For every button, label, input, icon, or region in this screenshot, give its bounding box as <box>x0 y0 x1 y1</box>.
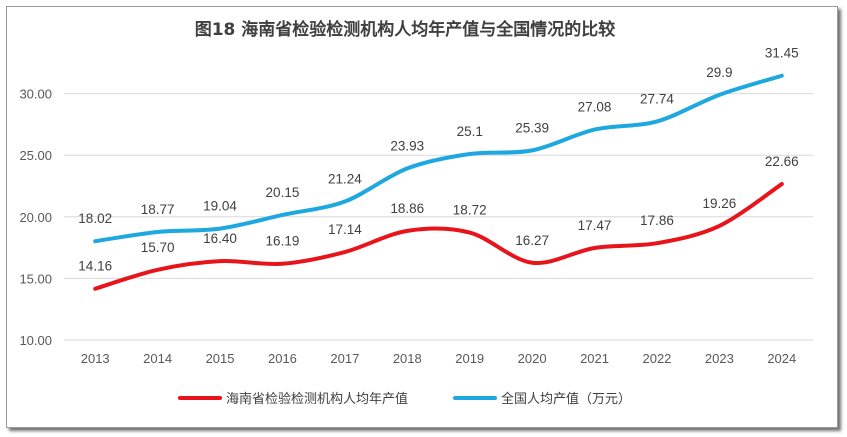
x-tick-label: 2019 <box>455 351 484 366</box>
y-tick-label: 10.00 <box>19 333 52 348</box>
data-point <box>280 262 284 266</box>
data-point <box>156 268 160 272</box>
gridlines <box>64 93 813 341</box>
data-label: 20.15 <box>266 185 300 200</box>
x-tick-label: 2020 <box>518 351 547 366</box>
data-label: 16.19 <box>266 234 300 249</box>
data-point <box>218 259 222 263</box>
x-tick-label: 2023 <box>705 351 734 366</box>
data-point <box>593 128 597 132</box>
data-point <box>655 241 659 245</box>
chart-title: 图18 海南省检验检测机构人均年产值与全国情况的比较 <box>195 19 616 40</box>
data-label: 27.08 <box>578 100 612 115</box>
series-line-national <box>93 73 784 244</box>
data-point <box>468 231 472 235</box>
series-line-hainan <box>93 182 784 291</box>
data-point <box>343 200 347 204</box>
data-point <box>218 227 222 231</box>
data-point <box>405 166 409 170</box>
x-axis-ticks: 2013 2014 2015 2016 2017 2018 2019 2020 2021 2022… <box>81 351 797 366</box>
y-axis-ticks: 10.00 15.00 20.00 25.00 30.00 <box>19 87 52 348</box>
data-label: 21.24 <box>328 172 362 187</box>
data-labels: 14.16 15.70 16.40 16.19 17.14 18.86 18.72 16.27… <box>78 46 798 274</box>
data-point <box>780 182 784 186</box>
data-point <box>655 119 659 123</box>
legend: 海南省检验检测机构人均年产值 全国人均产值（万元） <box>178 391 631 407</box>
data-label: 22.66 <box>765 154 799 169</box>
data-label: 16.27 <box>515 233 549 248</box>
data-point <box>93 239 97 243</box>
x-tick-label: 2013 <box>81 351 110 366</box>
data-point <box>593 246 597 250</box>
data-label: 15.70 <box>141 240 175 255</box>
x-tick-label: 2022 <box>642 351 671 366</box>
data-label: 17.47 <box>578 218 612 233</box>
data-label: 14.16 <box>78 259 112 274</box>
data-label: 17.86 <box>640 213 674 228</box>
y-tick-label: 20.00 <box>19 210 52 225</box>
data-point <box>780 74 784 78</box>
data-point <box>717 224 721 228</box>
x-tick-label: 2016 <box>268 351 297 366</box>
data-label: 25.1 <box>457 124 483 139</box>
data-label: 18.86 <box>390 201 424 216</box>
data-point <box>93 287 97 291</box>
legend-label: 全国人均产值（万元） <box>501 391 631 407</box>
data-label: 19.26 <box>702 196 736 211</box>
data-point <box>156 230 160 234</box>
data-label: 23.93 <box>390 138 424 153</box>
data-label: 29.9 <box>706 65 732 80</box>
data-label: 16.40 <box>203 231 237 246</box>
data-point <box>530 261 534 265</box>
data-label: 19.04 <box>203 199 237 214</box>
legend-label: 海南省检验检测机构人均年产值 <box>226 391 408 407</box>
data-point <box>717 93 721 97</box>
data-point <box>530 148 534 152</box>
data-point <box>468 152 472 156</box>
x-tick-label: 2017 <box>330 351 359 366</box>
data-label: 31.45 <box>765 46 799 61</box>
y-tick-label: 15.00 <box>19 271 52 286</box>
data-label: 18.72 <box>453 203 487 218</box>
x-tick-label: 2021 <box>580 351 609 366</box>
series-lines <box>93 73 784 291</box>
data-point <box>405 229 409 233</box>
x-tick-label: 2014 <box>143 351 172 366</box>
y-tick-label: 30.00 <box>19 87 52 102</box>
x-tick-label: 2018 <box>393 351 422 366</box>
data-label: 18.77 <box>141 202 175 217</box>
data-point <box>343 250 347 254</box>
x-tick-label: 2015 <box>206 351 235 366</box>
data-label: 25.39 <box>515 120 549 135</box>
data-label: 17.14 <box>328 222 362 237</box>
y-tick-label: 25.00 <box>19 148 52 163</box>
x-tick-label: 2024 <box>767 351 796 366</box>
data-label: 27.74 <box>640 91 674 106</box>
data-label: 18.02 <box>78 211 112 226</box>
data-point <box>280 213 284 217</box>
